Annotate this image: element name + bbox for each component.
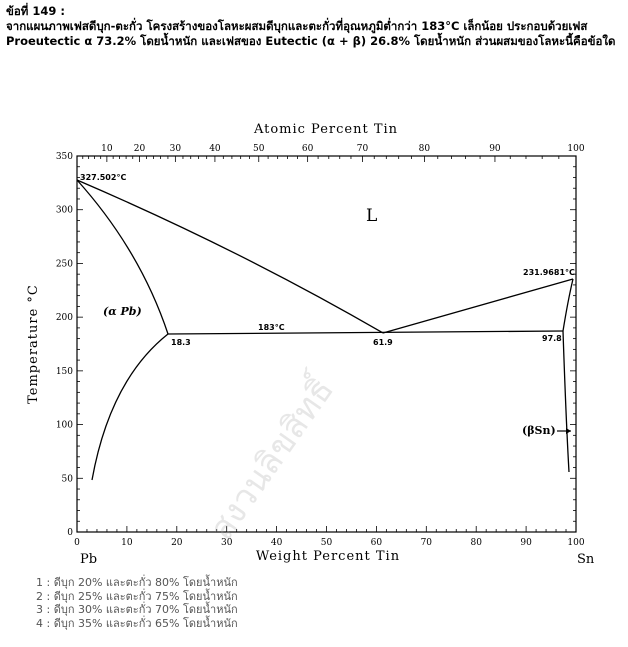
left-tick-label: 200 [56, 313, 73, 323]
top-tick-label: 30 [170, 144, 182, 154]
liquidus-sn-side [382, 278, 574, 334]
right-element-label: Sn [577, 552, 595, 567]
bottom-tick-label: 20 [171, 538, 183, 548]
top-tick-label: 90 [489, 144, 501, 154]
alpha-phase-label: (α Pb) [103, 305, 142, 318]
solvus-alpha [91, 333, 169, 481]
top-axis-title: Atomic Percent Tin [253, 122, 398, 137]
left-tick-label: 150 [56, 367, 73, 377]
question-text: จากแผนภาพเฟสดีบุก-ตะกั่ว โครงสร้างของโลห… [6, 19, 616, 48]
bottom-axis-ticks: 0 10 20 30 40 50 60 70 80 90 100 [74, 526, 585, 548]
left-tick-label: 300 [56, 206, 73, 216]
beta-phase-label: (βSn) [522, 424, 556, 437]
liquidus-pb-side [76, 179, 384, 334]
bottom-tick-label: 40 [271, 538, 283, 548]
pb-melting-label: 327.502°C [80, 173, 126, 182]
bottom-tick-label: 50 [321, 538, 333, 548]
bottom-tick-label: 80 [470, 538, 482, 548]
top-tick-label: 70 [357, 144, 369, 154]
choice-2[interactable]: 2 : ดีบุก 25% และตะกั่ว 75% โดยน้ำหนัก [36, 589, 238, 603]
right-axis-ticks [570, 155, 576, 533]
top-tick-label: 50 [253, 144, 265, 154]
left-axis-ticks: 0 50 100 150 200 250 300 350 [56, 152, 83, 538]
pb-sn-phase-diagram: 0 10 20 30 40 50 60 70 80 90 100 10 20 30 40 50 60 70 80 9… [26, 122, 595, 567]
top-tick-label: 60 [302, 144, 314, 154]
eutectic-comp-label: 61.9 [373, 338, 393, 347]
eutectic-isotherm [167, 330, 564, 335]
solidus-alpha [76, 179, 169, 335]
liquid-label: L [366, 206, 377, 226]
beta-max-label: 97.8 [542, 334, 562, 343]
y-axis-title: Temperature °C [26, 284, 41, 404]
sn-melting-label: 231.9681°C [523, 268, 575, 277]
choice-1[interactable]: 1 : ดีบุก 20% และตะกั่ว 80% โดยน้ำหนัก [36, 576, 238, 589]
top-tick-label: 20 [134, 144, 146, 154]
bottom-tick-label: 60 [371, 538, 383, 548]
top-tick-label: 10 [101, 144, 113, 154]
bottom-tick-label: 100 [567, 538, 584, 548]
plot-frame [76, 155, 577, 533]
bottom-tick-label: 0 [74, 538, 80, 548]
bottom-tick-label: 10 [121, 538, 133, 548]
solvus-beta [562, 330, 570, 473]
alpha-max-label: 18.3 [171, 338, 191, 347]
choice-4[interactable]: 4 : ดีบุก 35% และตะกั่ว 65% โดยน้ำหนัก [36, 616, 238, 630]
left-tick-label: 250 [56, 259, 73, 269]
bottom-tick-label: 30 [221, 538, 233, 548]
top-axis-ticks: 10 20 30 40 50 60 70 80 90 100 [76, 144, 585, 162]
left-element-label: Pb [80, 552, 97, 567]
choice-3[interactable]: 3 : ดีบุก 30% และตะกั่ว 70% โดยน้ำหนัก [36, 603, 238, 616]
left-tick-label: 50 [62, 474, 74, 484]
bottom-axis-title: Weight Percent Tin [256, 549, 400, 564]
top-tick-label: 80 [419, 144, 431, 154]
answer-choices: 1 : ดีบุก 20% และตะกั่ว 80% โดยน้ำหนัก 2… [36, 576, 238, 630]
beta-phase-arrowhead [566, 428, 571, 434]
left-tick-label: 100 [56, 421, 73, 431]
eutectic-temp-label: 183°C [258, 323, 285, 332]
solidus-beta [562, 278, 574, 332]
question-number: ข้อที่ 149 : [6, 4, 65, 18]
top-tick-label: 40 [209, 144, 221, 154]
left-tick-label: 0 [67, 528, 73, 538]
left-tick-label: 350 [56, 152, 73, 162]
bottom-tick-label: 70 [421, 538, 433, 548]
bottom-tick-label: 90 [520, 538, 532, 548]
question-block: ข้อที่ 149 : จากแผนภาพเฟสดีบุก-ตะกั่ว โค… [6, 4, 622, 49]
top-tick-label: 100 [567, 144, 584, 154]
